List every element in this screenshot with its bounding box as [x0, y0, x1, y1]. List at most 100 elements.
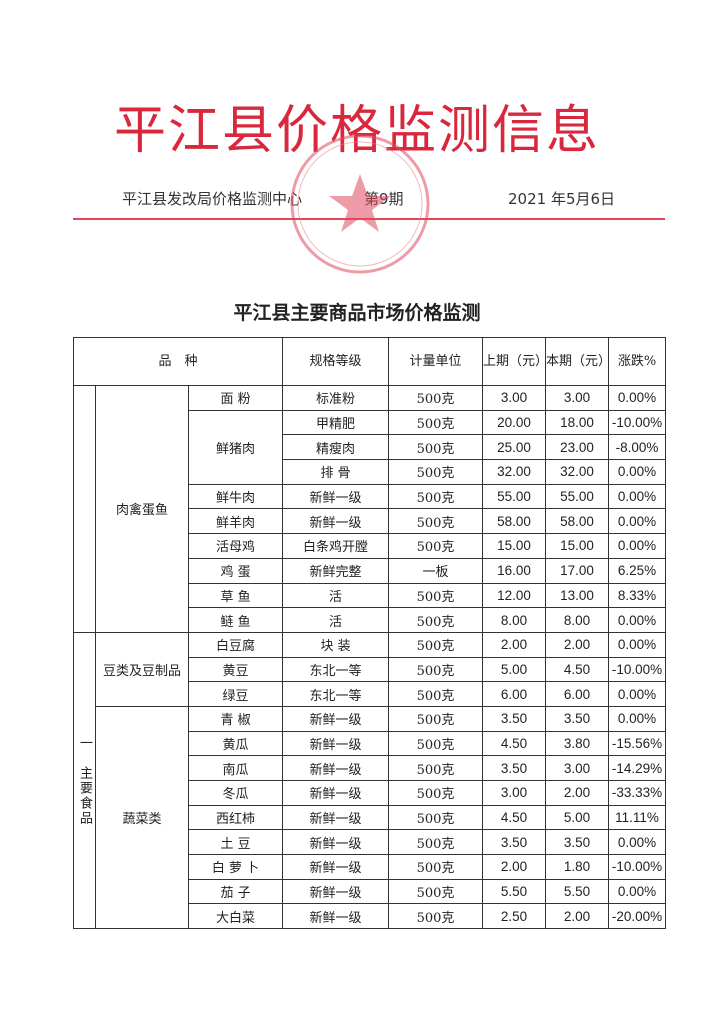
current-price-cell: 8.00	[545, 607, 610, 633]
unit-cell: 500克	[388, 631, 484, 658]
current-price-cell: 58.00	[545, 508, 610, 535]
change-percent-cell: 6.25%	[608, 557, 667, 584]
prev-price-cell: 5.50	[482, 878, 547, 905]
prev-price-cell: 3.50	[482, 829, 547, 856]
current-price-cell: 5.50	[545, 878, 610, 905]
item-cell: 鲜牛肉	[187, 483, 284, 510]
spec-cell: 东北一等	[282, 656, 390, 683]
item-cell: 黄豆	[187, 656, 284, 683]
change-percent-cell: -8.00%	[608, 434, 667, 461]
change-percent-cell: 0.00%	[608, 705, 667, 732]
unit-cell: 500克	[388, 878, 484, 905]
current-price-cell: 3.80	[545, 730, 610, 757]
col-variety: 品 种	[72, 337, 284, 386]
change-percent-cell: 8.33%	[608, 582, 667, 609]
item-cell: 黄瓜	[187, 730, 284, 757]
current-price-cell: 5.00	[545, 804, 610, 831]
unit-cell: 500克	[388, 730, 484, 757]
change-percent-cell: 0.00%	[608, 607, 667, 633]
item-cell: 鲜猪肉	[187, 409, 284, 485]
spec-cell: 东北一等	[282, 681, 390, 707]
item-cell: 鲜羊肉	[187, 508, 284, 535]
table-row: 大白菜 新鲜一级 500克 2.50 2.00 -20.00%	[74, 903, 667, 930]
prev-price-cell: 2.50	[482, 903, 547, 930]
current-price-cell: 13.00	[545, 582, 610, 609]
unit-cell: 500克	[388, 607, 484, 633]
change-percent-cell: 0.00%	[608, 533, 667, 559]
prev-price-cell: 3.00	[482, 385, 547, 411]
spec-cell: 新鲜一级	[282, 483, 390, 510]
spec-cell: 新鲜一级	[282, 804, 390, 831]
spec-cell: 活	[282, 582, 390, 609]
unit-cell: 500克	[388, 434, 484, 461]
table-row: 鲢 鱼活 500克 8.00 8.00 0.00%	[74, 607, 667, 633]
change-percent-cell: 0.00%	[608, 878, 667, 905]
current-price-cell: 55.00	[545, 483, 610, 510]
issue-date: 2021 年5月6日	[508, 190, 616, 208]
item-cell: 绿豆	[187, 681, 284, 707]
col-cur: 本期（元）	[545, 337, 611, 386]
change-percent-cell: -20.00%	[608, 903, 667, 930]
change-percent-cell: 11.11%	[608, 804, 667, 831]
unit-cell: 500克	[388, 385, 484, 411]
unit-cell: 500克	[388, 705, 484, 732]
table-row: 蔬菜类青 椒新鲜一级 500克 3.50 3.50 0.00%	[74, 705, 667, 930]
section-label: 一 主要食品	[73, 631, 96, 930]
spec-cell: 新鲜一级	[282, 854, 390, 880]
unit-cell: 500克	[388, 804, 484, 831]
current-price-cell: 2.00	[545, 631, 610, 658]
prev-price-cell: 25.00	[482, 434, 547, 461]
document-title: 平江县价格监测信息	[113, 101, 600, 161]
current-price-cell: 1.80	[545, 854, 610, 880]
item-cell: 青 椒	[187, 705, 284, 732]
prev-price-cell: 8.00	[482, 607, 547, 633]
prev-price-cell: 55.00	[482, 483, 547, 510]
change-percent-cell: -10.00%	[608, 409, 667, 436]
unit-cell: 500克	[388, 656, 484, 683]
current-price-cell: 23.00	[545, 434, 610, 461]
change-percent-cell: 0.00%	[608, 829, 667, 856]
official-seal-stamp	[290, 134, 430, 274]
item-cell: 大白菜	[187, 903, 284, 930]
table-row: 肉禽蛋鱼面 粉标准粉 500克 3.00 3.00 0.00%	[73, 385, 667, 633]
table-row: 活母鸡 白条鸡开膛 500克 15.00 15.00 0.00%	[74, 533, 667, 559]
item-cell: 白 萝 卜	[187, 854, 284, 880]
unit-cell: 500克	[388, 829, 484, 856]
current-price-cell: 3.50	[545, 705, 610, 732]
item-cell: 茄 子	[187, 878, 284, 905]
category-cell: 蔬菜类	[95, 705, 189, 930]
table-row: 南瓜 新鲜一级 500克 3.50 3.00 -14.29%	[74, 755, 667, 781]
item-cell: 白豆腐	[187, 631, 284, 658]
spec-cell: 新鲜一级	[282, 705, 390, 732]
change-percent-cell: 0.00%	[608, 459, 667, 485]
change-percent-cell: -10.00%	[608, 854, 667, 880]
item-cell: 面 粉	[187, 385, 284, 411]
item-cell: 鲢 鱼	[187, 607, 284, 633]
unit-cell: 500克	[388, 903, 484, 930]
col-prev: 上期（元）	[482, 337, 548, 386]
spec-cell: 新鲜完整	[282, 557, 390, 584]
table-row: 鲜猪肉 甲精肥 500克 20.00 18.00 -10.00%	[74, 409, 667, 485]
current-price-cell: 17.00	[545, 557, 610, 584]
current-price-cell: 2.00	[545, 780, 610, 806]
category-cell: 肉禽蛋鱼	[95, 385, 189, 633]
item-cell: 土 豆	[187, 829, 284, 856]
spec-cell: 新鲜一级	[282, 730, 390, 757]
current-price-cell: 3.00	[545, 755, 610, 781]
table-row: 西红柿 新鲜一级 500克 4.50 5.00 11.11%	[74, 804, 667, 831]
unit-cell: 500克	[388, 755, 484, 781]
unit-cell: 500克	[388, 681, 484, 707]
table-row: 一 主要食品 豆类及豆制品 白豆腐块 装 500克 2.00 2.00 0.00%	[73, 631, 667, 930]
item-cell: 南瓜	[187, 755, 284, 781]
unit-cell: 一板	[388, 557, 484, 584]
current-price-cell: 32.00	[545, 459, 610, 485]
spec-cell: 排 骨	[282, 459, 390, 485]
item-cell: 鸡 蛋	[187, 557, 284, 584]
spec-cell: 精瘦肉	[282, 434, 390, 461]
col-spec: 规格等级	[282, 337, 390, 386]
spec-cell: 白条鸡开膛	[282, 533, 390, 559]
table-header-row: 品 种 规格等级 计量单位 上期（元） 本期（元） 涨跌%	[72, 337, 667, 386]
col-change: 涨跌%	[608, 337, 667, 386]
spec-cell: 新鲜一级	[282, 878, 390, 905]
prev-price-cell: 15.00	[482, 533, 547, 559]
